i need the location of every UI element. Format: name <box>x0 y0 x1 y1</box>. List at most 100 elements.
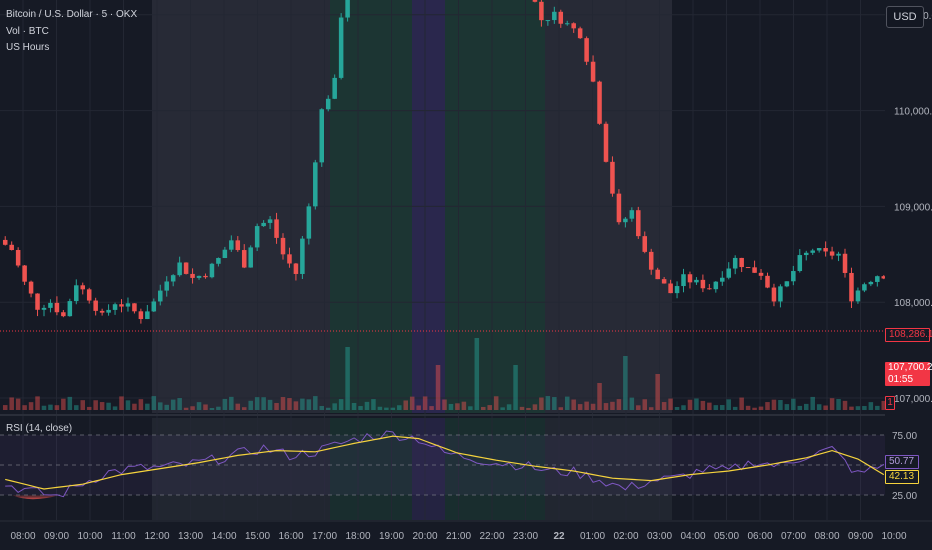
volume-bar <box>752 407 757 410</box>
candle-body <box>539 1 544 21</box>
volume-bar <box>829 398 835 410</box>
volume-bar <box>803 403 809 410</box>
candle-body <box>54 302 60 313</box>
candle-body <box>254 226 260 248</box>
candle-body <box>642 236 648 252</box>
price-axis-bg <box>885 0 932 520</box>
volume-bar <box>151 396 157 410</box>
candle-body <box>112 304 118 310</box>
time-tick-label: 09:00 <box>848 531 873 542</box>
volume-bar <box>636 405 641 410</box>
volume-bar <box>875 405 880 410</box>
volume-bar <box>15 398 21 410</box>
volume-legend[interactable]: Vol · BTC <box>6 26 49 37</box>
time-tick-label: 09:00 <box>44 531 69 542</box>
volume-bar <box>564 396 570 410</box>
candle-body <box>797 255 803 272</box>
volume-bar <box>254 397 260 410</box>
time-tick-label: 03:00 <box>647 531 672 542</box>
candle-body <box>732 257 738 269</box>
volume-bar <box>125 400 131 410</box>
rsi-tick-label: 25.00 <box>892 491 917 502</box>
time-tick-label: 16:00 <box>278 531 303 542</box>
candle-body <box>287 254 292 264</box>
candle-body <box>345 0 350 18</box>
candle-body <box>784 281 790 287</box>
volume-bar <box>409 396 415 410</box>
candle-body <box>687 274 693 283</box>
volume-bar <box>261 397 266 410</box>
price-tick-label: 108,000.0 <box>894 298 932 309</box>
volume-bar <box>132 403 137 410</box>
volume-bar <box>758 406 764 410</box>
volume-bar <box>397 405 402 410</box>
volume-bar <box>597 383 602 410</box>
volume-bar <box>816 404 822 410</box>
candle-body <box>170 275 176 282</box>
time-tick-label: 21:00 <box>446 531 471 542</box>
time-tick-label: 11:00 <box>111 531 136 542</box>
time-tick-label: 05:00 <box>714 531 739 542</box>
session-legend[interactable]: US Hours <box>6 42 50 53</box>
volume-bar <box>661 402 667 410</box>
candle-body <box>791 271 796 282</box>
candle-body <box>196 275 202 278</box>
rsi-legend[interactable]: RSI (14, close) <box>6 423 73 434</box>
volume-bar <box>616 399 622 410</box>
candle-body <box>571 23 576 29</box>
volume-bar <box>642 399 648 410</box>
rsi-line <box>5 430 885 498</box>
candle-body <box>319 109 325 163</box>
candle-body <box>86 289 92 301</box>
candle-body <box>145 311 150 320</box>
currency-button[interactable]: USD <box>886 6 924 28</box>
candle-body <box>597 81 602 124</box>
current-price-value: 107,700.2 <box>888 362 932 373</box>
volume-bar <box>203 404 208 410</box>
volume-bar <box>209 407 215 410</box>
candle-body <box>274 219 279 238</box>
rsi-ma-line <box>5 435 885 490</box>
volume-bar <box>810 396 815 410</box>
candle-body <box>325 98 331 110</box>
candle-body <box>532 0 538 2</box>
candle-body <box>164 281 169 291</box>
candle-body <box>241 250 247 268</box>
candle-body <box>836 253 841 256</box>
volume-bar <box>842 400 848 410</box>
volume-bar <box>526 407 531 410</box>
volume-histogram <box>2 338 887 410</box>
volume-bar <box>22 405 27 410</box>
candle-body <box>681 274 686 287</box>
volume-bar <box>364 401 370 410</box>
rsi-oversold-fill <box>12 495 60 500</box>
candle-body <box>222 249 228 259</box>
symbol-legend[interactable]: Bitcoin / U.S. Dollar · 5 · OKX <box>6 9 138 20</box>
volume-bar <box>2 405 8 410</box>
volume-bar <box>422 396 428 410</box>
volume-bar <box>280 397 286 410</box>
candle-body <box>655 269 660 280</box>
volume-bar <box>67 396 73 410</box>
volume-bar <box>86 406 92 410</box>
candle-body <box>739 257 744 268</box>
time-tick-label: 06:00 <box>747 531 772 542</box>
volume-bar <box>306 399 312 410</box>
candle-body <box>623 218 628 223</box>
candle-body <box>778 286 783 302</box>
candle-body <box>138 311 144 320</box>
volume-bar <box>287 398 292 410</box>
candle-body <box>668 283 673 294</box>
candle-body <box>9 244 14 250</box>
volume-bar <box>584 401 589 410</box>
candle-body <box>183 262 189 274</box>
candle-body <box>590 61 596 82</box>
volume-bar <box>687 399 693 410</box>
time-axis: 08:00 09:00 10:00 11:00 12:00 13:00 14:00 15:00… <box>0 520 932 542</box>
volume-bar <box>235 403 241 410</box>
volume-bar <box>216 406 221 410</box>
candle-body <box>267 219 273 223</box>
time-tick-label: 18:00 <box>345 531 370 542</box>
volume-bar <box>429 406 434 410</box>
